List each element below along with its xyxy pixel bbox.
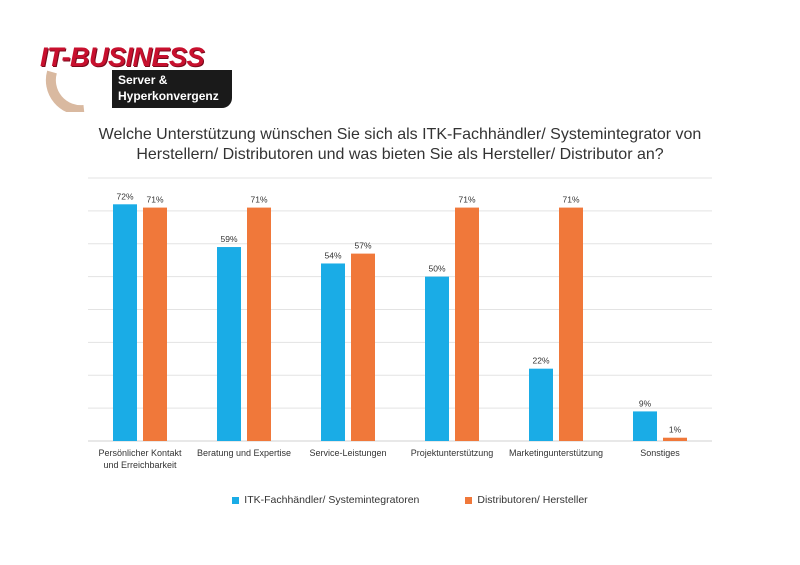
logo-subtitle-box: Server & Hyperkonvergenz (112, 70, 232, 108)
category-label: und Erreichbarkeit (103, 460, 177, 470)
logo-subtitle-line1: Server & (118, 73, 168, 87)
data-label-series2: 71% (250, 195, 267, 205)
legend-swatch-series2 (465, 496, 473, 504)
chart-title-line1: Welche Unterstützung wünschen Sie sich a… (98, 126, 702, 143)
chart-title: Welche Unterstützung wünschen Sie sich a… (90, 125, 710, 165)
bar-series1 (113, 204, 137, 441)
legend-swatch-series1 (232, 496, 240, 504)
bar-series1 (425, 276, 449, 441)
data-label-series2: 71% (458, 195, 475, 205)
category-label: Marketingunterstützung (509, 448, 603, 458)
bar-series2 (351, 253, 375, 441)
bar-series1 (529, 368, 553, 441)
data-label-series2: 71% (562, 195, 579, 205)
category-label: Beratung und Expertise (197, 448, 291, 458)
category-label: Service-Leistungen (309, 448, 386, 458)
category-label: Projektunterstützung (411, 448, 494, 458)
logo-title: IT-BUSINESS (40, 42, 205, 72)
it-business-logo: IT-BUSINESS Server & Hyperkonvergenz (30, 38, 240, 118)
legend-item-series1: ITK-Fachhändler/ Systemintegratoren (232, 494, 419, 506)
legend-label-series2: Distributoren/ Hersteller (477, 494, 588, 506)
data-label-series1: 50% (428, 264, 445, 274)
data-label-series2: 71% (146, 195, 163, 205)
data-label-series1: 22% (532, 356, 549, 366)
data-label-series2: 57% (354, 241, 371, 251)
bar-series2 (247, 207, 271, 441)
chart-title-line2: Herstellern/ Distributoren und was biete… (136, 146, 664, 163)
data-label-series1: 59% (220, 234, 237, 244)
category-label: Sonstiges (640, 448, 680, 458)
category-label: Persönlicher Kontakt (98, 448, 182, 458)
data-label-series1: 9% (639, 398, 652, 408)
legend-label-series1: ITK-Fachhändler/ Systemintegratoren (244, 494, 420, 506)
data-label-series1: 54% (324, 250, 341, 260)
data-label-series1: 72% (116, 191, 133, 201)
bar-series1 (217, 247, 241, 441)
channel-fokus-ring-icon (45, 70, 85, 112)
bar-series2 (663, 437, 687, 441)
bar-series1 (633, 411, 657, 441)
bar-series2 (143, 207, 167, 441)
data-label-series2: 1% (669, 425, 682, 435)
bar-series2 (559, 207, 583, 441)
chart-legend: ITK-Fachhändler/ Systemintegratoren Dist… (200, 494, 620, 506)
bar-series1 (321, 263, 345, 441)
logo-subtitle-line2: Hyperkonvergenz (118, 89, 219, 103)
bar-series2 (455, 207, 479, 441)
legend-item-series2: Distributoren/ Hersteller (465, 494, 588, 506)
